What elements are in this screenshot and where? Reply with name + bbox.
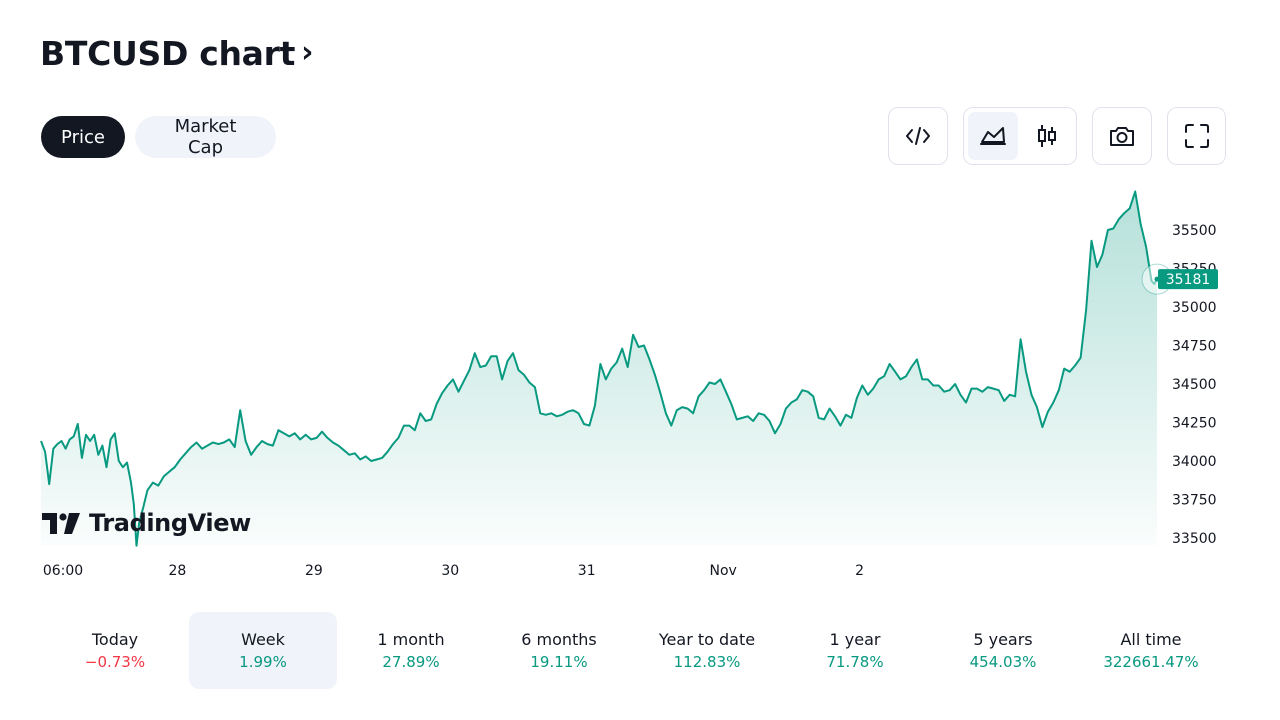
fullscreen-icon xyxy=(1184,124,1209,148)
x-tick-label: 06:00 xyxy=(43,563,83,579)
y-axis: 3350033750340003425034500347503500035250… xyxy=(1172,223,1217,547)
x-tick-label: 30 xyxy=(441,563,459,579)
camera-icon xyxy=(1110,127,1134,146)
x-tick-label: 2 xyxy=(855,563,864,579)
period-label: 5 years xyxy=(973,630,1033,649)
chevron-right-icon: › xyxy=(301,35,314,70)
period-week[interactable]: Week 1.99% xyxy=(189,612,337,689)
y-tick-label: 34000 xyxy=(1172,454,1217,470)
x-tick-label: 28 xyxy=(169,563,187,579)
period-label: Week xyxy=(241,630,285,649)
area-chart-icon xyxy=(980,127,1006,145)
period-label: 1 year xyxy=(829,630,881,649)
last-price-label: 35181 xyxy=(1166,272,1211,288)
price-line xyxy=(40,190,1158,547)
period-change: 454.03% xyxy=(969,653,1037,671)
area-chart-button[interactable] xyxy=(968,112,1018,160)
candlestick-chart-button[interactable] xyxy=(1022,112,1072,160)
period-label: Today xyxy=(91,630,139,649)
y-tick-label: 35500 xyxy=(1172,223,1217,239)
price-chart[interactable]: 3350033750340003425034500347503500035250… xyxy=(0,0,1280,600)
x-tick-label: 31 xyxy=(578,563,596,579)
screenshot-button[interactable] xyxy=(1092,107,1152,165)
page-title: BTCUSD chart xyxy=(40,34,296,73)
period-change: 112.83% xyxy=(673,653,741,671)
period-label: All time xyxy=(1120,630,1182,649)
period-label: 6 months xyxy=(521,630,597,649)
market-cap-toggle-button[interactable]: Market Cap xyxy=(135,116,276,158)
x-tick-label: 29 xyxy=(305,563,323,579)
period-change: 1.99% xyxy=(239,653,287,671)
logo-text: TradingView xyxy=(89,509,251,537)
period-today[interactable]: Today −0.73% xyxy=(41,612,189,689)
candlestick-icon xyxy=(1038,125,1056,147)
price-toggle-button[interactable]: Price xyxy=(41,116,125,158)
period-label: 1 month xyxy=(377,630,445,649)
embed-button[interactable] xyxy=(888,107,948,165)
period-5-years[interactable]: 5 years 454.03% xyxy=(929,612,1077,689)
y-tick-label: 33500 xyxy=(1172,531,1217,547)
code-embed-icon xyxy=(906,127,930,145)
period-year-to-date[interactable]: Year to date 112.83% xyxy=(633,612,781,689)
y-tick-label: 33750 xyxy=(1172,493,1217,509)
tradingview-logo[interactable]: TradingView xyxy=(42,509,251,537)
tradingview-logo-icon xyxy=(42,512,80,534)
period-change: −0.73% xyxy=(84,653,146,671)
period-change: 322661.47% xyxy=(1103,653,1199,671)
performance-periods: Today −0.73% Week 1.99% 1 month 27.89% 6 month… xyxy=(41,612,1227,689)
chart-title-link[interactable]: BTCUSD chart › xyxy=(40,34,313,73)
period-change: 71.78% xyxy=(826,653,884,671)
chart-style-group xyxy=(963,107,1077,165)
period-all-time[interactable]: All time 322661.47% xyxy=(1077,612,1225,689)
last-price-marker: 35181 xyxy=(1141,263,1218,295)
period-6-months[interactable]: 6 months 19.11% xyxy=(485,612,633,689)
period-label: Year to date xyxy=(658,630,756,649)
period-1-month[interactable]: 1 month 27.89% xyxy=(337,612,485,689)
y-tick-label: 34500 xyxy=(1172,377,1217,393)
y-tick-label: 35000 xyxy=(1172,300,1217,316)
x-tick-label: Nov xyxy=(709,563,736,579)
y-tick-label: 34250 xyxy=(1172,416,1217,432)
fullscreen-button[interactable] xyxy=(1167,107,1226,165)
price-area-fill xyxy=(41,191,1157,546)
period-change: 27.89% xyxy=(382,653,440,671)
last-price-label-bg xyxy=(1158,269,1218,290)
x-axis: 06:00 28 29 30 31 Nov 2 xyxy=(43,563,864,579)
period-change: 19.11% xyxy=(530,653,588,671)
y-tick-label: 34750 xyxy=(1172,339,1217,355)
period-1-year[interactable]: 1 year 71.78% xyxy=(781,612,929,689)
